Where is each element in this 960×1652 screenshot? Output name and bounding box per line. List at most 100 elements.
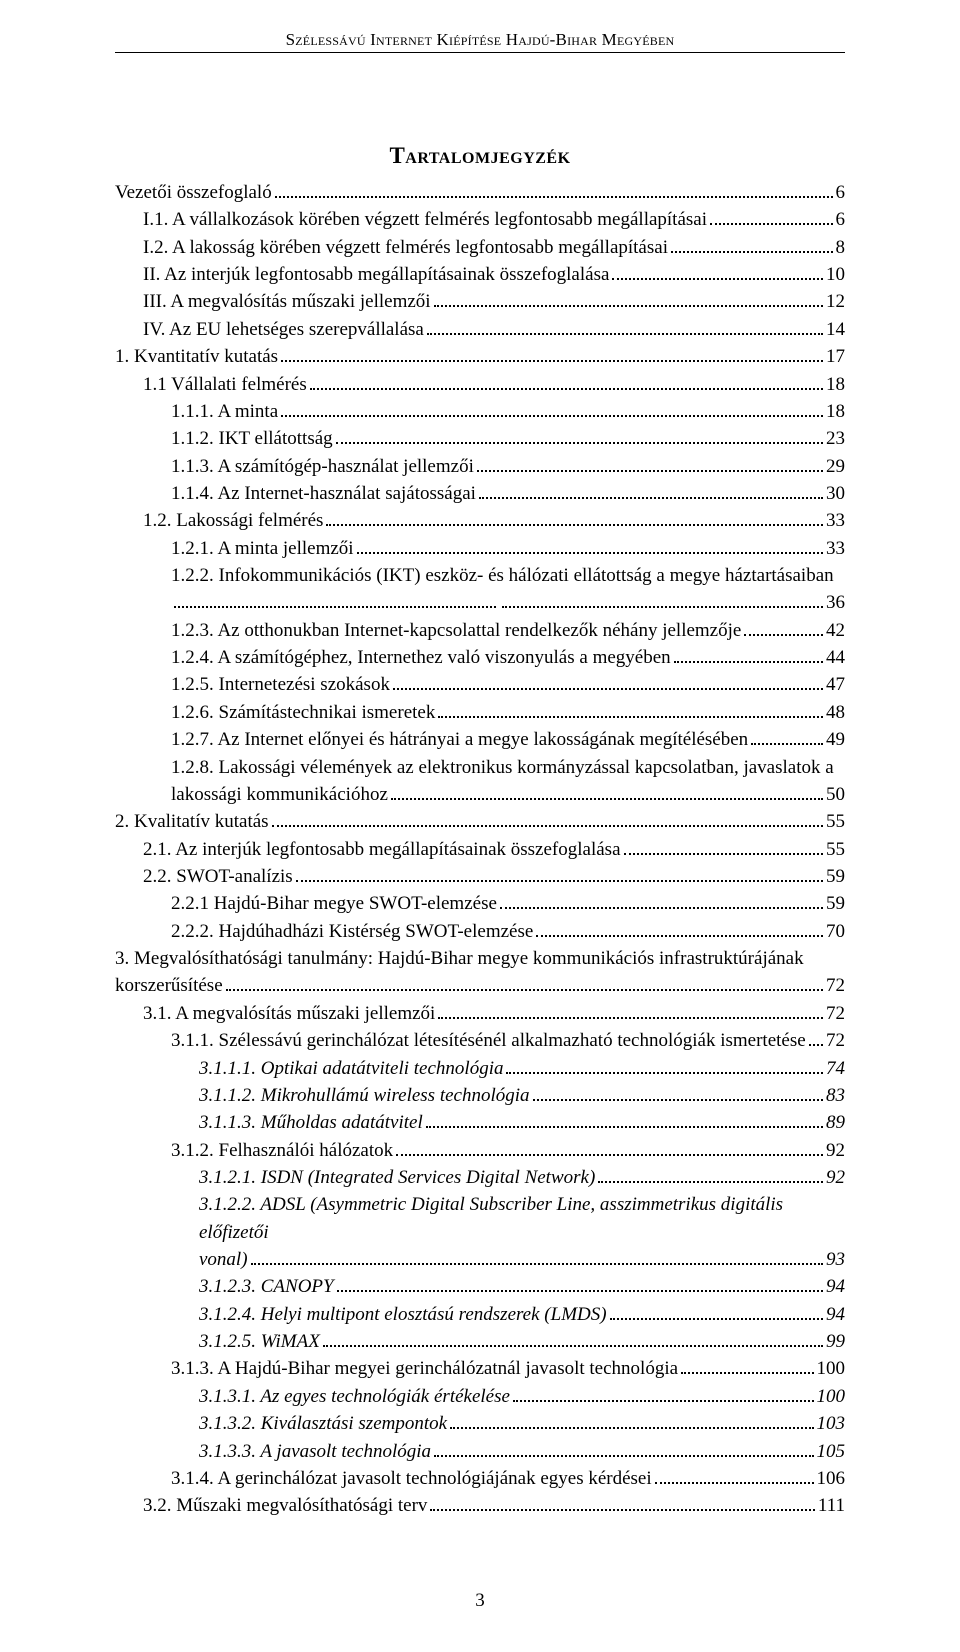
toc-page-number: 36 bbox=[826, 589, 845, 616]
toc-entry: 2.2. SWOT-analízis 59 bbox=[115, 863, 845, 890]
toc-leader-dots bbox=[536, 924, 823, 936]
toc-leader-dots bbox=[434, 295, 823, 307]
toc-label: 1. Kvantitatív kutatás bbox=[115, 343, 278, 370]
toc-entry: 3.1.2.5. WiMAX 99 bbox=[115, 1328, 845, 1355]
toc-label: II. Az interjúk legfontosabb megállapítá… bbox=[143, 261, 609, 288]
toc-page-number: 33 bbox=[826, 535, 845, 562]
toc-entry: 36 bbox=[115, 589, 845, 616]
toc-entry: 3.1.3.1. Az egyes technológiák értékelés… bbox=[115, 1383, 845, 1410]
toc-page-number: 6 bbox=[836, 179, 846, 206]
toc-label: 1.2.6. Számítástechnikai ismeretek bbox=[171, 699, 435, 726]
toc-leader-dots bbox=[226, 979, 823, 991]
toc-label: 1.2.7. Az Internet előnyei és hátrányai … bbox=[171, 726, 748, 753]
toc-page-number: 18 bbox=[826, 398, 845, 425]
toc-label: 2.1. Az interjúk legfontosabb megállapít… bbox=[143, 836, 621, 863]
toc-page-number: 50 bbox=[826, 781, 845, 808]
toc-entry: Vezetői összefoglaló 6 bbox=[115, 179, 845, 206]
toc-page-number: 55 bbox=[826, 836, 845, 863]
toc-leader-dots bbox=[281, 404, 823, 416]
toc-entry: 1.1 Vállalati felmérés 18 bbox=[115, 371, 845, 398]
toc-entry: 2. Kvalitatív kutatás 55 bbox=[115, 808, 845, 835]
toc-label: Vezetői összefoglaló bbox=[115, 179, 272, 206]
toc-page-number: 100 bbox=[817, 1383, 846, 1410]
toc-page-number: 23 bbox=[826, 425, 845, 452]
toc-entry: 1.1.1. A minta 18 bbox=[115, 398, 845, 425]
toc-page-number: 92 bbox=[826, 1137, 845, 1164]
toc-label: 1.1.3. A számítógép-használat jellemzői bbox=[171, 453, 474, 480]
toc-leader-dots bbox=[751, 733, 823, 745]
toc-label: 1.2.2. Infokommunikációs (IKT) eszköz- é… bbox=[171, 562, 834, 589]
toc-label: 3.1.3.2. Kiválasztási szempontok bbox=[199, 1410, 447, 1437]
toc-leader-dots bbox=[337, 1280, 823, 1292]
toc-entry: vonal) 93 bbox=[115, 1246, 845, 1273]
toc-page-number: 59 bbox=[826, 863, 845, 890]
toc-leader-dots bbox=[710, 213, 833, 225]
toc-label: 2.2. SWOT-analízis bbox=[143, 863, 293, 890]
toc-leader-dots bbox=[323, 1335, 823, 1347]
toc-label: I.2. A lakosság körében végzett felmérés… bbox=[143, 234, 668, 261]
toc-entry: 1.1.2. IKT ellátottság 23 bbox=[115, 425, 845, 452]
toc-label: 1.1.1. A minta bbox=[171, 398, 278, 425]
toc-entry: I.2. A lakosság körében végzett felmérés… bbox=[115, 234, 845, 261]
toc-label: 1.2.3. Az otthonukban Internet-kapcsolat… bbox=[171, 617, 741, 644]
toc-entry: 2.2.2. Hajdúhadházi Kistérség SWOT-elemz… bbox=[115, 918, 845, 945]
toc-leader-dots bbox=[174, 596, 496, 608]
toc-page-number: 89 bbox=[826, 1109, 845, 1136]
toc-entry: 3.1.2.1. ISDN (Integrated Services Digit… bbox=[115, 1164, 845, 1191]
toc-entry: IV. Az EU lehetséges szerepvállalása 14 bbox=[115, 316, 845, 343]
toc-page-number: 74 bbox=[826, 1055, 845, 1082]
toc-entry: 3.1.2.3. CANOPY 94 bbox=[115, 1273, 845, 1300]
toc-entry: 3.1.2.4. Helyi multipont elosztású rends… bbox=[115, 1301, 845, 1328]
toc-label: 1.2. Lakossági felmérés bbox=[143, 507, 323, 534]
toc-page-number: 30 bbox=[826, 480, 845, 507]
toc-label: III. A megvalósítás műszaki jellemzői bbox=[143, 288, 431, 315]
toc-leader-dots bbox=[326, 514, 823, 526]
toc-entry: 3. Megvalósíthatósági tanulmány: Hajdú-B… bbox=[115, 945, 845, 972]
toc-entry: 3.1.3.2. Kiválasztási szempontok 103 bbox=[115, 1410, 845, 1437]
toc-page-number: 33 bbox=[826, 507, 845, 534]
toc-label: 3.2. Műszaki megvalósíthatósági terv bbox=[143, 1492, 427, 1519]
toc-page-number: 103 bbox=[817, 1410, 846, 1437]
toc-label: 3.1.1.2. Mikrohullámú wireless technológ… bbox=[199, 1082, 530, 1109]
toc-leader-dots bbox=[533, 1088, 823, 1100]
toc-leader-dots bbox=[393, 678, 823, 690]
toc-leader-dots bbox=[438, 705, 823, 717]
toc-label: 3.1.2.3. CANOPY bbox=[199, 1273, 334, 1300]
toc-page-number: 29 bbox=[826, 453, 845, 480]
toc-leader-dots bbox=[598, 1171, 823, 1183]
toc-page-number: 72 bbox=[826, 1027, 845, 1054]
toc-leader-dots bbox=[744, 623, 823, 635]
toc-page-number: 72 bbox=[826, 972, 845, 999]
toc-entry: 1.2.5. Internetezési szokások 47 bbox=[115, 671, 845, 698]
toc-label: 2.2.1 Hajdú-Bihar megye SWOT-elemzése bbox=[171, 890, 497, 917]
toc-page-number: 100 bbox=[817, 1355, 846, 1382]
toc-entry: 1.2.4. A számítógéphez, Internethez való… bbox=[115, 644, 845, 671]
toc-leader-dots bbox=[477, 459, 823, 471]
toc-entry: 2.2.1 Hajdú-Bihar megye SWOT-elemzése 59 bbox=[115, 890, 845, 917]
toc-entry: 1.2.2. Infokommunikációs (IKT) eszköz- é… bbox=[115, 562, 845, 589]
toc-leader-dots bbox=[396, 1143, 823, 1155]
toc-entry: 3.1. A megvalósítás műszaki jellemzői 72 bbox=[115, 1000, 845, 1027]
toc-entry: I.1. A vállalkozások körében végzett fel… bbox=[115, 206, 845, 233]
table-of-contents: Vezetői összefoglaló 6I.1. A vállalkozás… bbox=[115, 179, 845, 1520]
toc-entry: 3.1.2. Felhasználói hálózatok 92 bbox=[115, 1137, 845, 1164]
running-header: Szélessávú Internet Kiépítése Hajdú-Biha… bbox=[115, 30, 845, 53]
toc-page-number: 106 bbox=[817, 1465, 846, 1492]
toc-entry: 3.1.4. A gerinchálózat javasolt technoló… bbox=[115, 1465, 845, 1492]
toc-leader-dots bbox=[357, 541, 823, 553]
toc-page-number: 17 bbox=[826, 343, 845, 370]
toc-entry: 1.2.8. Lakossági vélemények az elektroni… bbox=[115, 754, 845, 781]
toc-leader-dots bbox=[500, 897, 823, 909]
toc-page-number: 93 bbox=[826, 1246, 845, 1273]
toc-label: 3.1.3. A Hajdú-Bihar megyei gerinchálóza… bbox=[171, 1355, 678, 1382]
toc-page-number: 12 bbox=[826, 288, 845, 315]
toc-entry: 3.1.1. Szélessávú gerinchálózat létesíté… bbox=[115, 1027, 845, 1054]
toc-entry: 1.1.4. Az Internet-használat sajátossága… bbox=[115, 480, 845, 507]
toc-leader-dots bbox=[674, 651, 823, 663]
toc-label: 3.1.2.1. ISDN (Integrated Services Digit… bbox=[199, 1164, 595, 1191]
toc-label: I.1. A vállalkozások körében végzett fel… bbox=[143, 206, 707, 233]
toc-leader-dots bbox=[310, 377, 823, 389]
toc-label: 3.1.2.5. WiMAX bbox=[199, 1328, 320, 1355]
toc-entry: 3.1.1.1. Optikai adatátviteli technológi… bbox=[115, 1055, 845, 1082]
toc-leader-dots bbox=[513, 1389, 814, 1401]
